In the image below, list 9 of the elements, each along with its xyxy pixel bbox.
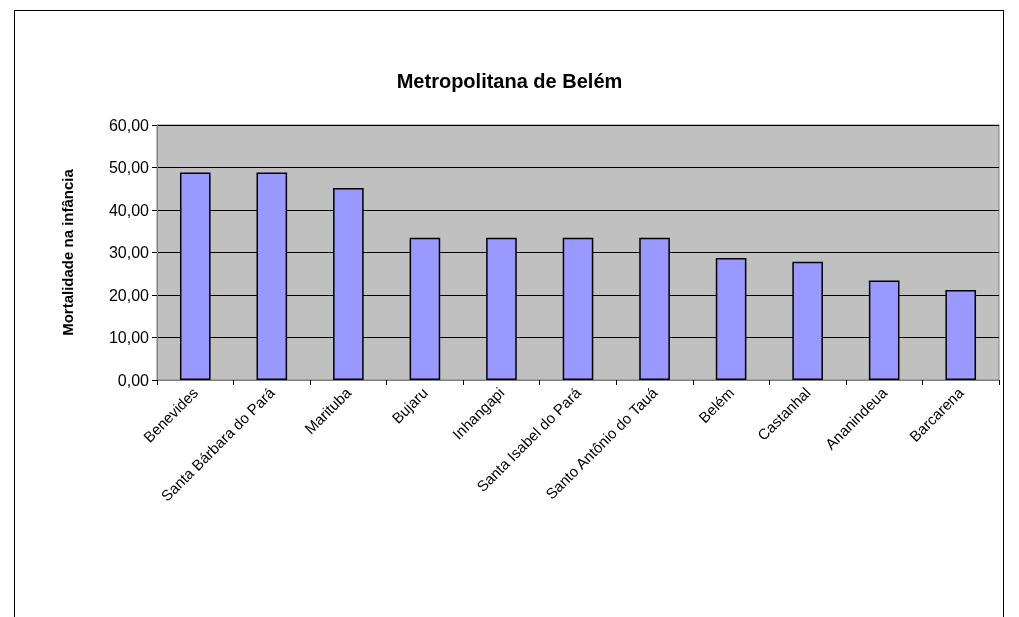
y-tick-label: 50,00 bbox=[108, 159, 150, 176]
chart-title: Metropolitana de Belém bbox=[396, 70, 623, 92]
y-tick-label: 0,00 bbox=[117, 371, 150, 389]
y-tick-label: 10,00 bbox=[108, 329, 150, 346]
y-tick-label: 60,00 bbox=[108, 116, 150, 134]
y-tick-label: 30,00 bbox=[108, 244, 150, 261]
y-axis-title: Mortalidade na infância bbox=[59, 168, 76, 336]
y-tick-label: 40,00 bbox=[108, 201, 150, 219]
y-tick-label: 20,00 bbox=[108, 286, 150, 304]
